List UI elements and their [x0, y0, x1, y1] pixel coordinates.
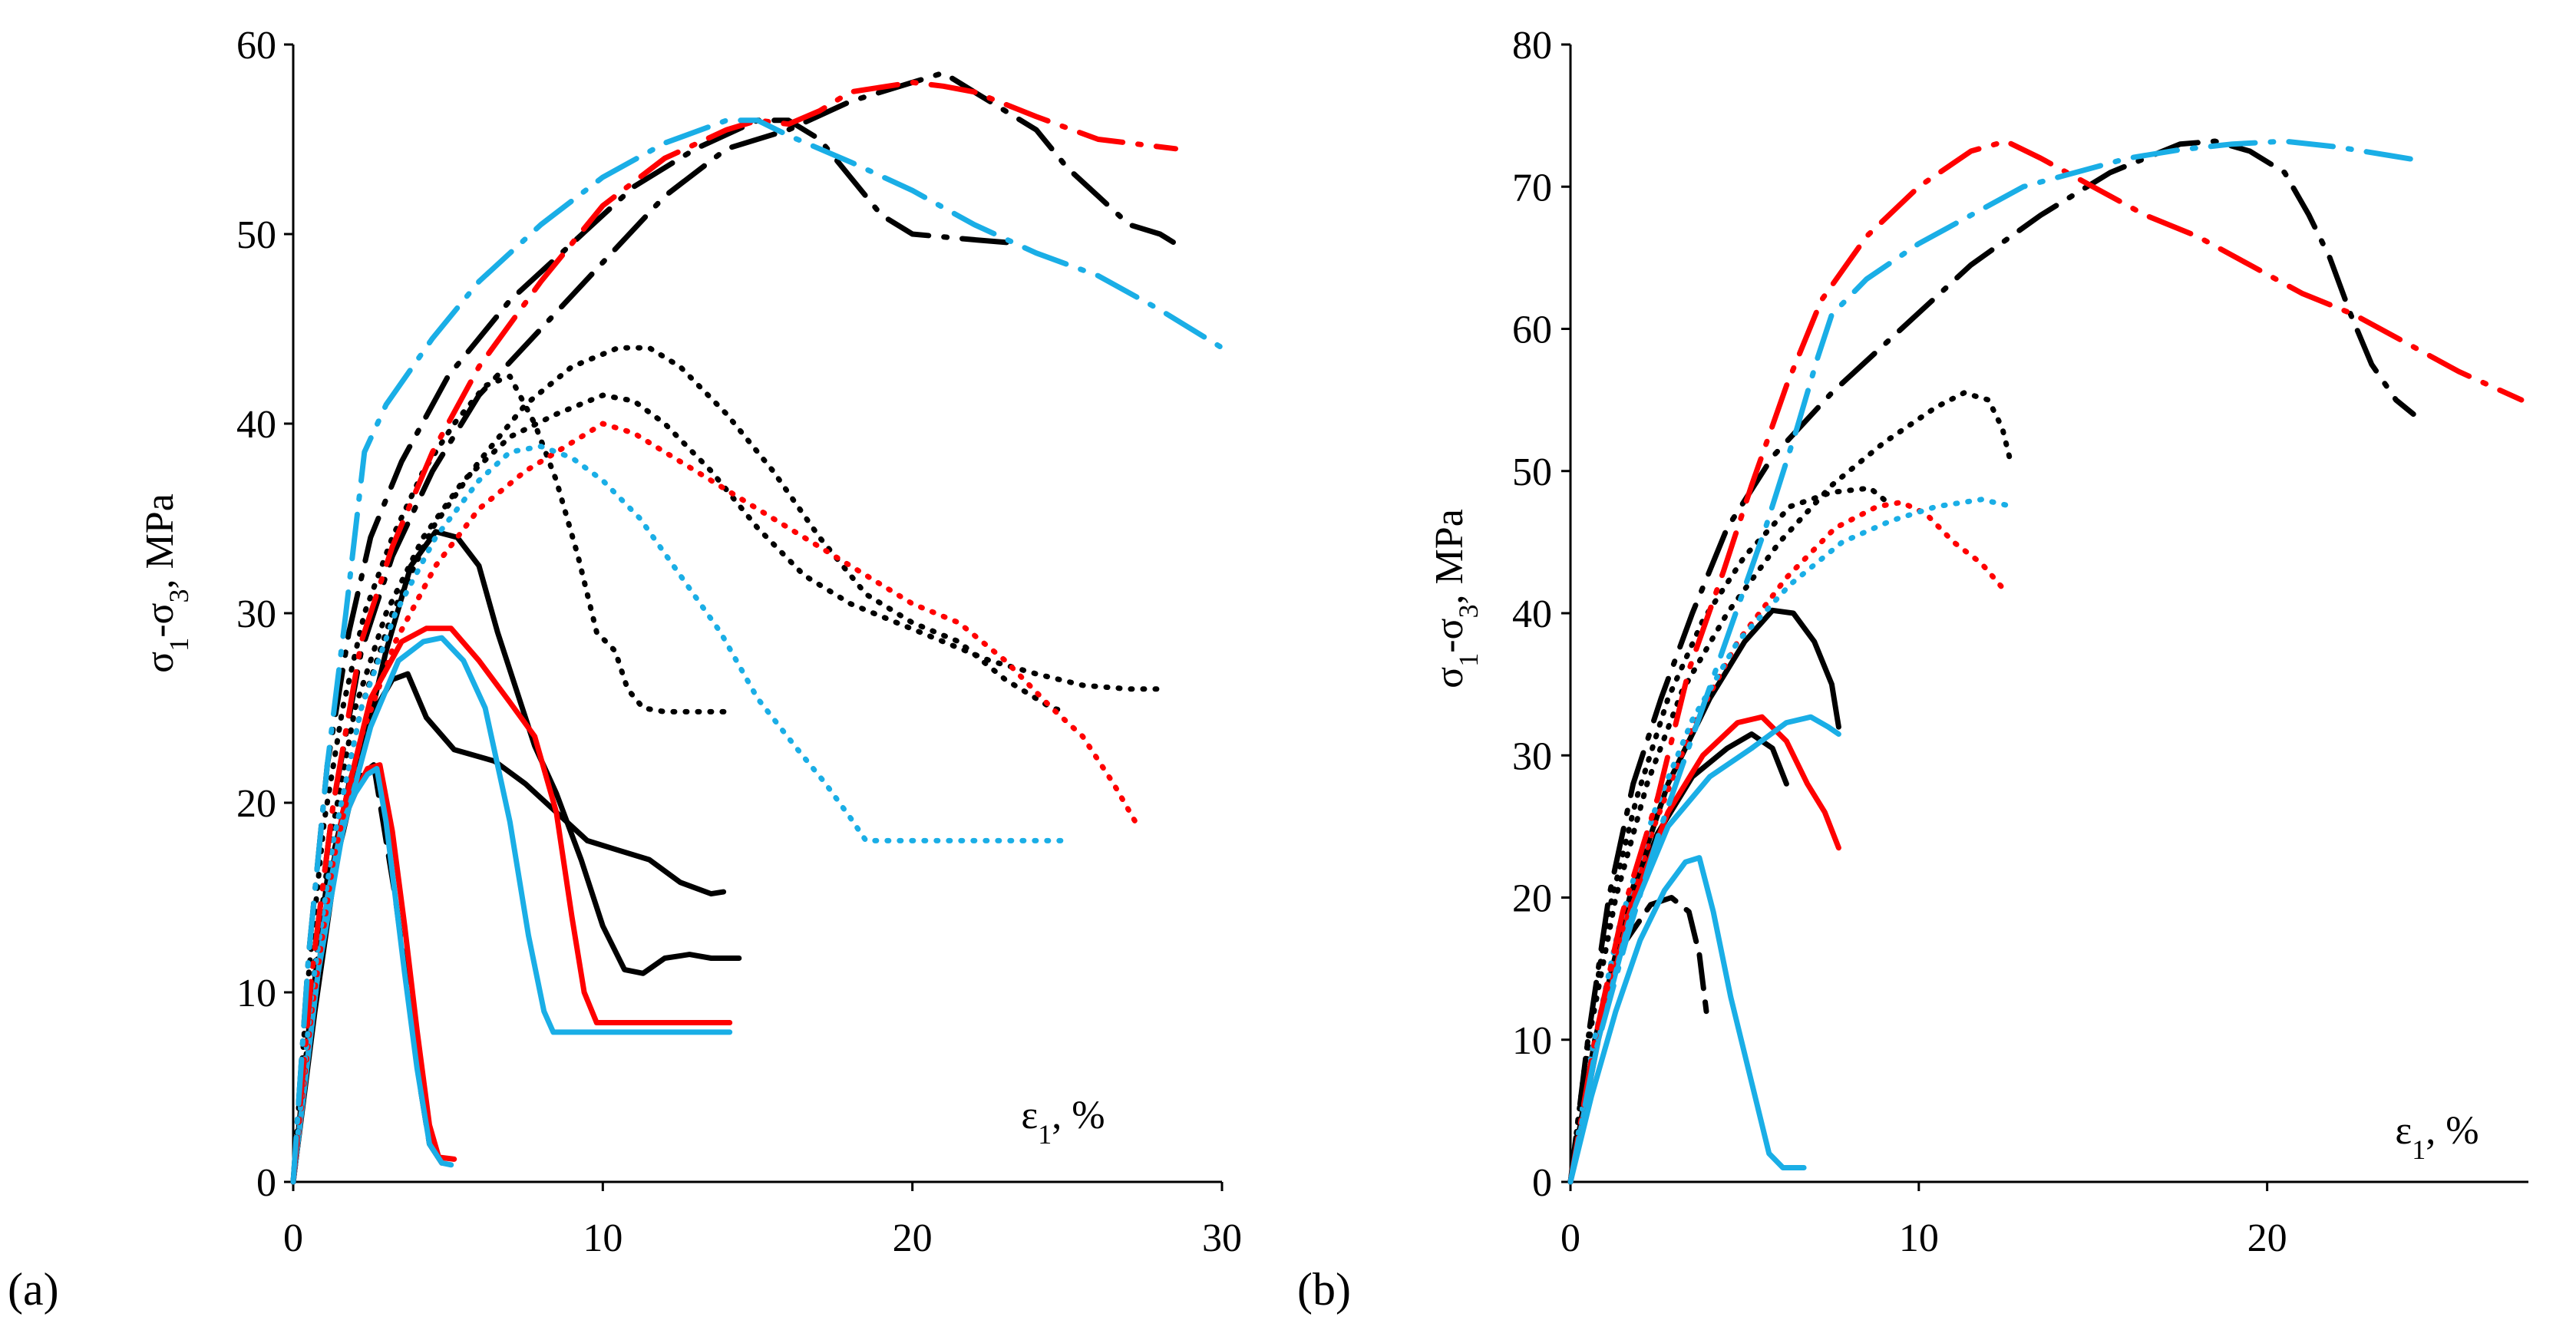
- series-line-dashdot-black: [290, 117, 1024, 1185]
- x-axis-title: ε1, %: [2395, 1109, 2479, 1165]
- series-line-dotted-red: [290, 421, 1138, 1185]
- y-tick-label: 40: [1512, 592, 1552, 636]
- y-tick-label: 20: [1512, 877, 1552, 921]
- y-tick-label: 20: [236, 782, 276, 826]
- y-tick-label: 0: [256, 1161, 276, 1205]
- y-tick-label: 30: [1512, 734, 1552, 778]
- panel-a: 0 10 20 30 40 50 60 0 10 20 30 σ1-σ3, MPa ε1, % (a): [8, 24, 1242, 1315]
- y-tick-label: 50: [236, 213, 276, 257]
- x-tick-label: 20: [2247, 1216, 2287, 1260]
- series-line-dotted-blue: [1567, 497, 2016, 1185]
- y-tick-label: 60: [236, 24, 276, 68]
- panel-label: (b): [1297, 1264, 1351, 1315]
- series-line-dashdot-blue: [290, 117, 1225, 1185]
- y-tick-label: 80: [1512, 24, 1552, 68]
- series-line-dotted-black: [1567, 485, 1887, 1185]
- y-tick-label: 70: [1512, 166, 1552, 210]
- panel-label: (a): [8, 1264, 59, 1315]
- series-line-dotted-black: [290, 345, 1070, 1185]
- x-tick-label: 10: [583, 1216, 623, 1260]
- series-line-solid-blue: [1567, 714, 1841, 1185]
- y-tick-label: 0: [1532, 1161, 1552, 1205]
- series-line-solid-blue: [290, 766, 454, 1185]
- series-line-dashdot-red: [290, 79, 1178, 1185]
- y-tick-label: 40: [236, 403, 276, 447]
- series-line-dashdot-black: [290, 70, 1178, 1185]
- series-line-dotted-black: [290, 392, 1169, 1185]
- y-tick-label: 10: [236, 972, 276, 1015]
- y-tick-label: 30: [236, 592, 276, 636]
- series-line-dotted-black: [290, 373, 730, 1185]
- y-axis-title: σ1-σ3, MPa: [138, 493, 194, 673]
- y-axis-title: σ1-σ3, MPa: [1428, 509, 1484, 688]
- y-tick-label: 10: [1512, 1019, 1552, 1063]
- y-tick-label: 50: [1512, 451, 1552, 494]
- x-tick-label: 0: [283, 1216, 303, 1260]
- series-line-dashdot-black: [1567, 138, 2416, 1185]
- series-line-dashdot-red: [1567, 138, 2525, 1185]
- series-line-dashdot-blue: [1567, 138, 2427, 1185]
- series-line-solid-black: [1567, 731, 1789, 1185]
- x-tick-label: 20: [893, 1216, 933, 1260]
- x-tick-label: 10: [1899, 1216, 1939, 1260]
- panel-b: 0 10 20 30 40 50 60 70 80 0 10 20 σ1-σ3, MPa ε1, % (b): [1297, 24, 2528, 1315]
- x-tick-label: 30: [1202, 1216, 1242, 1260]
- series-line-dotted-blue: [290, 444, 1070, 1185]
- series-line-dotted-red: [1567, 500, 2009, 1185]
- series-line-solid-blue: [1567, 855, 1807, 1185]
- y-tick-label: 60: [1512, 309, 1552, 352]
- series-line-dotted-black: [1567, 390, 2013, 1185]
- x-tick-label: 0: [1560, 1216, 1580, 1260]
- x-axis-title: ε1, %: [1021, 1094, 1105, 1150]
